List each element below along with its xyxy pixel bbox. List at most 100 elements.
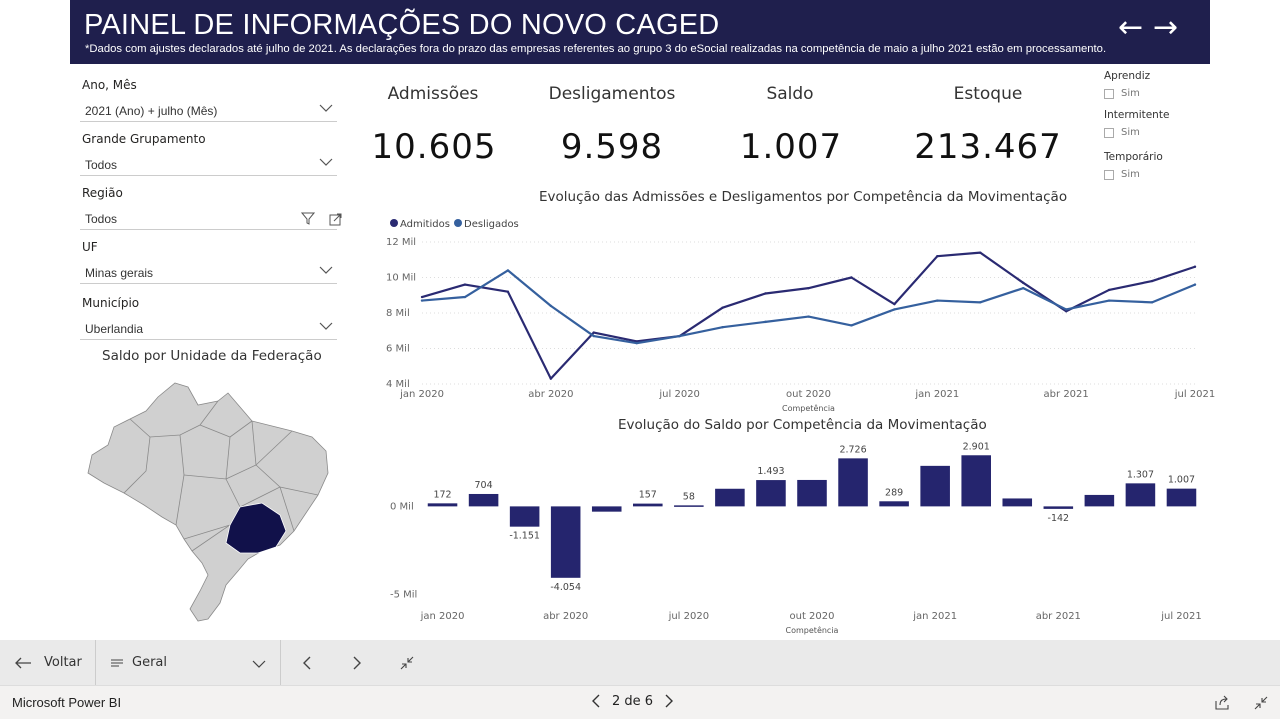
check-option[interactable]: Sim [1104, 88, 1150, 99]
arrow-left-icon [15, 657, 31, 668]
bar [1125, 483, 1156, 507]
chevron-right-icon [353, 656, 361, 669]
slicer-aprendiz: Aprendiz Sim [1104, 70, 1150, 99]
data-point [807, 286, 810, 290]
data-label: 1.007 [1168, 475, 1195, 486]
check-option[interactable]: Sim [1104, 169, 1163, 180]
x-tick-label: jan 2021 [914, 389, 959, 400]
collapse-button[interactable] [399, 640, 415, 685]
data-point [1064, 308, 1068, 311]
status-bar: Microsoft Power BI 2 de 6 [0, 685, 1280, 719]
check-label: Sim [1121, 127, 1140, 138]
state-minas-gerais [225, 502, 287, 554]
checkbox[interactable] [1104, 88, 1114, 99]
data-label: 289 [885, 487, 903, 498]
check-option[interactable]: Sim [1104, 127, 1169, 138]
data-point [635, 341, 638, 345]
data-point [420, 295, 424, 299]
slicer-label-regiao: Região [82, 186, 123, 200]
collapse-icon[interactable] [1253, 695, 1269, 711]
kpi-value-admissoes: 10.605 [371, 127, 497, 167]
data-point [1150, 279, 1154, 283]
bar [509, 506, 540, 527]
bar [550, 506, 581, 578]
data-point [1022, 281, 1025, 285]
bar-chart-title: Evolução do Saldo por Competência da Mov… [618, 417, 987, 433]
y-tick-label: 8 Mil [386, 308, 410, 319]
chevron-left-icon [303, 656, 311, 669]
bar [1084, 494, 1115, 507]
bar [427, 503, 458, 507]
data-point [850, 324, 853, 327]
kpi-label-estoque: Estoque [953, 84, 1023, 104]
kpi-value-desligamentos: 9.598 [560, 127, 664, 167]
chevron-right-icon[interactable] [663, 693, 675, 709]
bar [879, 501, 909, 507]
bar [1002, 498, 1033, 507]
back-arrow-icon[interactable]: ← [1118, 10, 1144, 45]
bar [797, 479, 827, 507]
x-tick-label: abr 2020 [528, 389, 573, 400]
forward-arrow-icon[interactable]: → [1153, 10, 1179, 45]
bar [468, 493, 499, 507]
data-label: -1.151 [509, 531, 540, 542]
x-tick-label: abr 2020 [543, 611, 588, 622]
data-point [1150, 301, 1154, 304]
next-page-button[interactable] [351, 640, 363, 685]
checkbox[interactable] [1104, 169, 1114, 180]
y-tick-label: 10 Mil [386, 273, 416, 284]
data-point [1022, 286, 1025, 290]
chevron-left-icon[interactable] [590, 693, 602, 709]
bar [591, 506, 622, 512]
slicer-ano-mes[interactable]: 2021 (Ano) + julho (Mês) [80, 98, 337, 122]
slicer-value: Minas gerais [85, 266, 154, 280]
kpi-label-admissoes: Admissões [387, 84, 479, 104]
report-header: PAINEL DE INFORMAÇÕES DO NOVO CAGED *Dad… [70, 0, 1210, 64]
data-point [764, 292, 767, 295]
share-icon[interactable] [1214, 695, 1230, 711]
bar-chart[interactable]: -5 Mil 0 Mil 172 704 -1.151 -4.054 157 58 1.493 2… [380, 440, 1215, 638]
data-point [721, 326, 724, 329]
page-navigation-bar: Voltar Geral [0, 640, 1280, 685]
bar [1166, 488, 1197, 507]
data-label: 172 [433, 489, 451, 500]
brazil-map[interactable] [80, 375, 340, 630]
slicer-uf[interactable]: Minas gerais [80, 260, 337, 284]
data-point [592, 334, 595, 338]
line-chart[interactable]: 4 Mil 6 Mil 8 Mil 10 Mil 12 Mil jan 2020 abr 2… [380, 212, 1215, 417]
kpi-label-saldo: Saldo [766, 84, 814, 104]
bar [674, 505, 704, 507]
data-point [1193, 265, 1197, 268]
focus-mode-icon[interactable] [329, 212, 343, 226]
x-tick-label: out 2020 [786, 389, 831, 400]
back-label: Voltar [44, 655, 82, 670]
data-label: 2.901 [963, 441, 990, 452]
x-tick-label: jan 2020 [420, 611, 465, 622]
line-chart-title: Evolução das Admissões e Desligamentos p… [539, 189, 1068, 205]
data-label: -4.054 [550, 582, 581, 593]
data-point [936, 299, 939, 302]
y-tick-label: -5 Mil [390, 589, 417, 600]
page-dropdown[interactable]: Geral [110, 640, 270, 685]
bar [838, 458, 868, 507]
chevron-down-icon [252, 660, 266, 668]
slicer-value: Todos [85, 158, 118, 172]
kpi-value-saldo: 1.007 [739, 127, 843, 167]
chevron-down-icon [319, 322, 333, 330]
map-title: Saldo por Unidade da Federação [102, 348, 322, 364]
chevron-down-icon [319, 158, 333, 166]
filter-icon[interactable] [301, 211, 315, 225]
y-tick-label: 4 Mil [386, 379, 410, 390]
slicer-label-municipio: Município [82, 296, 140, 310]
back-button[interactable]: Voltar [14, 640, 82, 685]
slicer-municipio[interactable]: Uberlandia [80, 316, 337, 340]
x-tick-label: abr 2021 [1044, 389, 1089, 400]
bar [961, 455, 991, 507]
slicer-grande-grupamento[interactable]: Todos [80, 152, 337, 176]
checkbox[interactable] [1104, 127, 1114, 138]
slicer-label-uf: UF [82, 240, 98, 254]
page-dropdown-label: Geral [132, 655, 167, 670]
slicer-regiao[interactable]: Todos [80, 206, 342, 230]
divider [280, 640, 281, 685]
previous-page-button[interactable] [301, 640, 313, 685]
